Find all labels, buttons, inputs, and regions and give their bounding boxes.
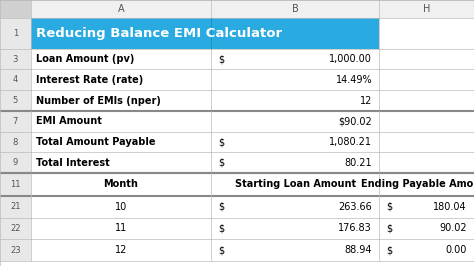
Text: 5: 5 <box>13 96 18 105</box>
Text: 1,000.00: 1,000.00 <box>329 54 372 64</box>
Text: $: $ <box>218 245 224 255</box>
Text: 180.04: 180.04 <box>433 202 467 212</box>
Bar <box>31 218 474 239</box>
Text: B: B <box>292 4 299 14</box>
Bar <box>0 111 31 132</box>
Text: 263.66: 263.66 <box>338 202 372 212</box>
Bar <box>0 173 31 196</box>
Text: Month: Month <box>103 180 138 189</box>
Text: 22: 22 <box>10 224 21 233</box>
Text: $: $ <box>218 54 224 64</box>
Text: 80.21: 80.21 <box>345 158 372 168</box>
Text: Total Amount Payable: Total Amount Payable <box>36 137 156 147</box>
Text: $: $ <box>386 202 392 212</box>
Text: 10: 10 <box>115 202 127 212</box>
Text: Ending Payable Amount: Ending Payable Amount <box>361 180 474 189</box>
Text: 88.94: 88.94 <box>345 245 372 255</box>
Text: 21: 21 <box>10 202 21 211</box>
Text: $: $ <box>218 223 224 234</box>
Text: $: $ <box>218 137 224 147</box>
Bar <box>31 173 474 196</box>
Text: 4: 4 <box>13 75 18 84</box>
Bar <box>0 239 31 261</box>
Text: $: $ <box>218 158 224 168</box>
Text: Total Interest: Total Interest <box>36 158 110 168</box>
Bar <box>31 111 474 132</box>
Bar <box>0 0 31 18</box>
Text: Reducing Balance EMI Calculator: Reducing Balance EMI Calculator <box>36 27 283 40</box>
Text: Loan Amount (pv): Loan Amount (pv) <box>36 54 135 64</box>
Text: 11: 11 <box>10 180 21 189</box>
Text: $: $ <box>386 245 392 255</box>
Bar <box>31 239 474 261</box>
Bar <box>379 18 474 49</box>
Bar <box>31 69 474 90</box>
Text: Interest Rate (rate): Interest Rate (rate) <box>36 75 144 85</box>
Text: 0.00: 0.00 <box>446 245 467 255</box>
Bar <box>31 0 474 18</box>
Text: 23: 23 <box>10 246 21 255</box>
Text: Number of EMIs (nper): Number of EMIs (nper) <box>36 95 161 106</box>
Text: 12: 12 <box>115 245 127 255</box>
Bar <box>0 90 31 111</box>
Bar <box>0 218 31 239</box>
Text: 3: 3 <box>13 55 18 64</box>
Bar <box>0 69 31 90</box>
Text: 9: 9 <box>13 158 18 167</box>
Text: 1: 1 <box>13 29 18 38</box>
Bar <box>0 196 31 218</box>
Text: A: A <box>118 4 124 14</box>
Text: H: H <box>423 4 430 14</box>
Bar <box>0 49 31 69</box>
Bar <box>0 18 31 49</box>
Bar <box>0 152 31 173</box>
Text: 1,080.21: 1,080.21 <box>329 137 372 147</box>
Bar <box>31 49 474 69</box>
Bar <box>31 152 474 173</box>
Bar <box>0 132 31 152</box>
Text: Starting Loan Amount: Starting Loan Amount <box>235 180 356 189</box>
Text: 14.49%: 14.49% <box>336 75 372 85</box>
Bar <box>31 132 474 152</box>
Text: $: $ <box>386 223 392 234</box>
Bar <box>31 90 474 111</box>
Text: 12: 12 <box>360 95 372 106</box>
Text: 90.02: 90.02 <box>439 223 467 234</box>
Text: 11: 11 <box>115 223 127 234</box>
Text: $90.02: $90.02 <box>338 116 372 126</box>
Bar <box>31 18 379 49</box>
Text: 176.83: 176.83 <box>338 223 372 234</box>
Bar <box>31 196 474 218</box>
Text: 7: 7 <box>13 117 18 126</box>
Text: 8: 8 <box>13 138 18 147</box>
Text: $: $ <box>218 202 224 212</box>
Text: EMI Amount: EMI Amount <box>36 116 102 126</box>
